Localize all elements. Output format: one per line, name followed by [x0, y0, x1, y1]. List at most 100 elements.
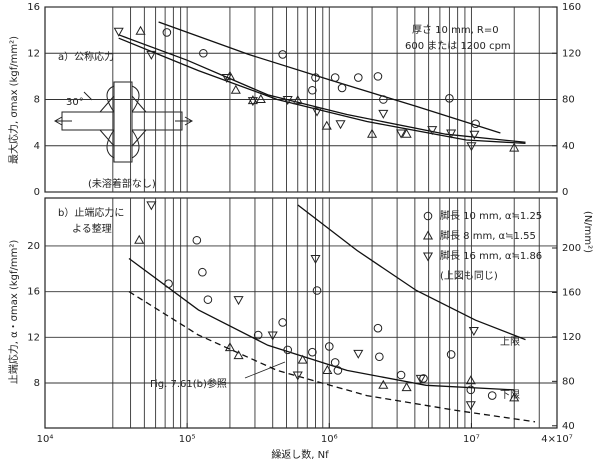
data-point: [233, 350, 244, 360]
data-point: [233, 296, 244, 306]
legend-marker: [423, 211, 433, 221]
y2-tick-label: 40: [562, 141, 575, 152]
annotation-leader: [244, 361, 286, 379]
data-point: [469, 130, 480, 140]
data-point: [278, 318, 287, 327]
data-point: [134, 234, 145, 244]
data-point: [446, 350, 456, 359]
data-point: [373, 323, 383, 333]
data-point: [162, 28, 172, 37]
data-point: [253, 330, 263, 340]
y2-tick-label: 40: [562, 421, 575, 432]
data-point: [321, 120, 332, 130]
annotation: Fig. 7.61(b)参照: [150, 377, 227, 390]
data-point: [224, 70, 235, 80]
y-tick-label: 16: [27, 2, 40, 13]
annotation: よる整理: [72, 222, 112, 235]
data-point: [465, 375, 476, 385]
data-point: [353, 73, 363, 82]
data-point: [487, 391, 497, 400]
data-point: [396, 129, 407, 139]
weld-diagram: [53, 81, 194, 163]
data-point: [337, 83, 347, 93]
y-tick-label: 4: [34, 141, 40, 152]
annotation: 下限: [500, 389, 520, 401]
y2-tick-label: 200: [562, 243, 581, 254]
legend-marker: [422, 252, 434, 262]
data-point: [312, 286, 322, 295]
data-point: [192, 235, 202, 245]
data-point: [415, 374, 426, 384]
data-point: [308, 347, 317, 357]
data-point: [324, 342, 334, 351]
legend-marker: [422, 230, 434, 240]
data-point: [255, 93, 266, 103]
data-point: [199, 48, 208, 58]
y-tick-label: 8: [34, 378, 40, 389]
y2-tick-label: 160: [562, 287, 581, 298]
y-tick-label: 0: [34, 187, 40, 198]
data-point: [466, 385, 476, 395]
data-point: [419, 374, 428, 383]
data-point: [378, 109, 389, 119]
annotation: 厚さ 10 mm, R=0: [412, 24, 499, 36]
x-tick-label: 10⁴: [37, 434, 54, 445]
data-point: [278, 50, 287, 59]
data-point: [247, 97, 258, 107]
y2-tick-label: 80: [562, 376, 575, 387]
data-point: [401, 382, 412, 392]
data-point: [401, 128, 412, 138]
data-point: [310, 255, 321, 265]
data-point: [446, 129, 457, 139]
data-point: [282, 96, 293, 106]
data-point: [379, 95, 388, 104]
annotation: 30°: [66, 97, 84, 108]
curve: [297, 204, 526, 341]
data-point: [224, 342, 235, 352]
data-point: [164, 279, 173, 288]
data-point: [308, 85, 317, 95]
bottom-frame: [44, 197, 558, 429]
data-point: [230, 84, 241, 94]
y-tick-label: 12: [27, 48, 40, 59]
data-point: [330, 73, 340, 82]
data-point: [283, 345, 293, 355]
x-tick-label: 4×10⁷: [541, 434, 572, 445]
x-tick-label: 10⁷: [463, 434, 480, 445]
data-point: [375, 352, 384, 362]
data-point: [378, 379, 389, 389]
data-point: [427, 126, 438, 136]
y2-tick-label: 120: [562, 48, 581, 59]
y2-tick-label: 120: [562, 332, 581, 343]
y-tick-label: 20: [27, 241, 40, 252]
data-point: [247, 95, 258, 105]
y2-tick-label: 80: [562, 95, 575, 106]
data-point: [509, 392, 520, 402]
data-point: [367, 128, 378, 138]
data-point: [471, 119, 480, 129]
data-point: [333, 366, 343, 375]
legend-label: 脚長 8 mm, α≒1.55: [440, 229, 536, 242]
data-point: [373, 72, 383, 81]
curve: [158, 21, 501, 134]
annotation: b）止端応力に: [58, 206, 124, 219]
data-point: [311, 107, 323, 117]
y2-tick-label: 160: [562, 2, 581, 13]
data-point: [267, 331, 278, 341]
data-point: [292, 95, 303, 105]
data-point: [509, 142, 520, 152]
data-point: [135, 25, 146, 35]
data-point: [297, 354, 308, 364]
data-point: [330, 358, 340, 367]
x-tick-label: 10⁵: [179, 434, 196, 445]
curve: [118, 37, 526, 145]
annotation: (未溶着部なし): [88, 177, 156, 190]
data-point: [466, 142, 477, 152]
data-point: [445, 94, 454, 103]
data-point: [146, 201, 157, 211]
data-point: [198, 267, 207, 277]
legend-label: 脚長 16 mm, α≒1.86: [440, 249, 542, 262]
x-tick-label: 10⁶: [321, 434, 338, 445]
y-axis-label: 最大応力, σmax (kgf/mm²): [7, 36, 20, 164]
